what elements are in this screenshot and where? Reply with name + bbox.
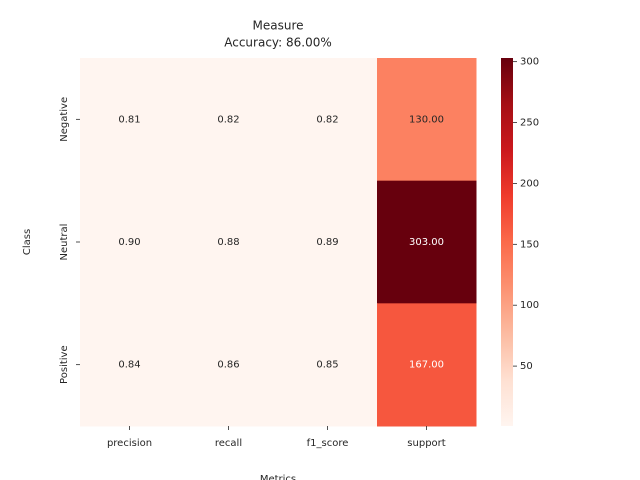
y-tick-label: Negative [59, 97, 70, 142]
x-tick-label: recall [215, 438, 242, 449]
cell-label: 167.00 [409, 360, 444, 371]
x-tick-label: precision [107, 438, 152, 449]
colorbar-tick-label: 250 [520, 118, 539, 129]
heatmap-cell [377, 303, 477, 427]
heatmap-cell [80, 180, 180, 304]
y-tick-label: Positive [59, 345, 70, 384]
colorbar-tick-label: 150 [520, 239, 539, 250]
x-axis-label: Metrics [260, 474, 296, 480]
chart-title: Measure [253, 19, 304, 33]
x-tick-label: support [407, 438, 445, 449]
cell-label: 0.84 [118, 360, 140, 371]
cell-label: 0.81 [118, 114, 140, 125]
heatmap-cell [80, 303, 180, 427]
heatmap-cell [278, 58, 378, 182]
colorbar-tick-label: 300 [520, 57, 539, 68]
heatmap-cell [377, 58, 477, 182]
cell-label: 130.00 [409, 114, 444, 125]
cell-label: 0.90 [118, 237, 140, 248]
y-tick-label: Neutral [59, 224, 70, 261]
heatmap-cell [278, 180, 378, 304]
cell-label: 0.82 [217, 114, 239, 125]
heatmap-cell [377, 180, 477, 304]
cell-label: 303.00 [409, 237, 444, 248]
cell-label: 0.89 [316, 237, 338, 248]
heatmap-cell [179, 180, 279, 304]
chart-subtitle: Accuracy: 86.00% [224, 36, 332, 50]
cell-label: 0.82 [316, 114, 338, 125]
colorbar [501, 58, 513, 426]
cell-label: 0.85 [316, 360, 338, 371]
heatmap-cell [278, 303, 378, 427]
heatmap-cell [80, 58, 180, 182]
colorbar-tick-label: 100 [520, 300, 539, 311]
heatmap-cell [179, 303, 279, 427]
colorbar-tick-label: 200 [520, 178, 539, 189]
x-tick-label: f1_score [307, 438, 349, 449]
heatmap-cell [179, 58, 279, 182]
cell-label: 0.86 [217, 360, 239, 371]
colorbar-tick-label: 50 [520, 361, 533, 372]
y-axis-label: Class [22, 229, 33, 255]
cell-label: 0.88 [217, 237, 239, 248]
